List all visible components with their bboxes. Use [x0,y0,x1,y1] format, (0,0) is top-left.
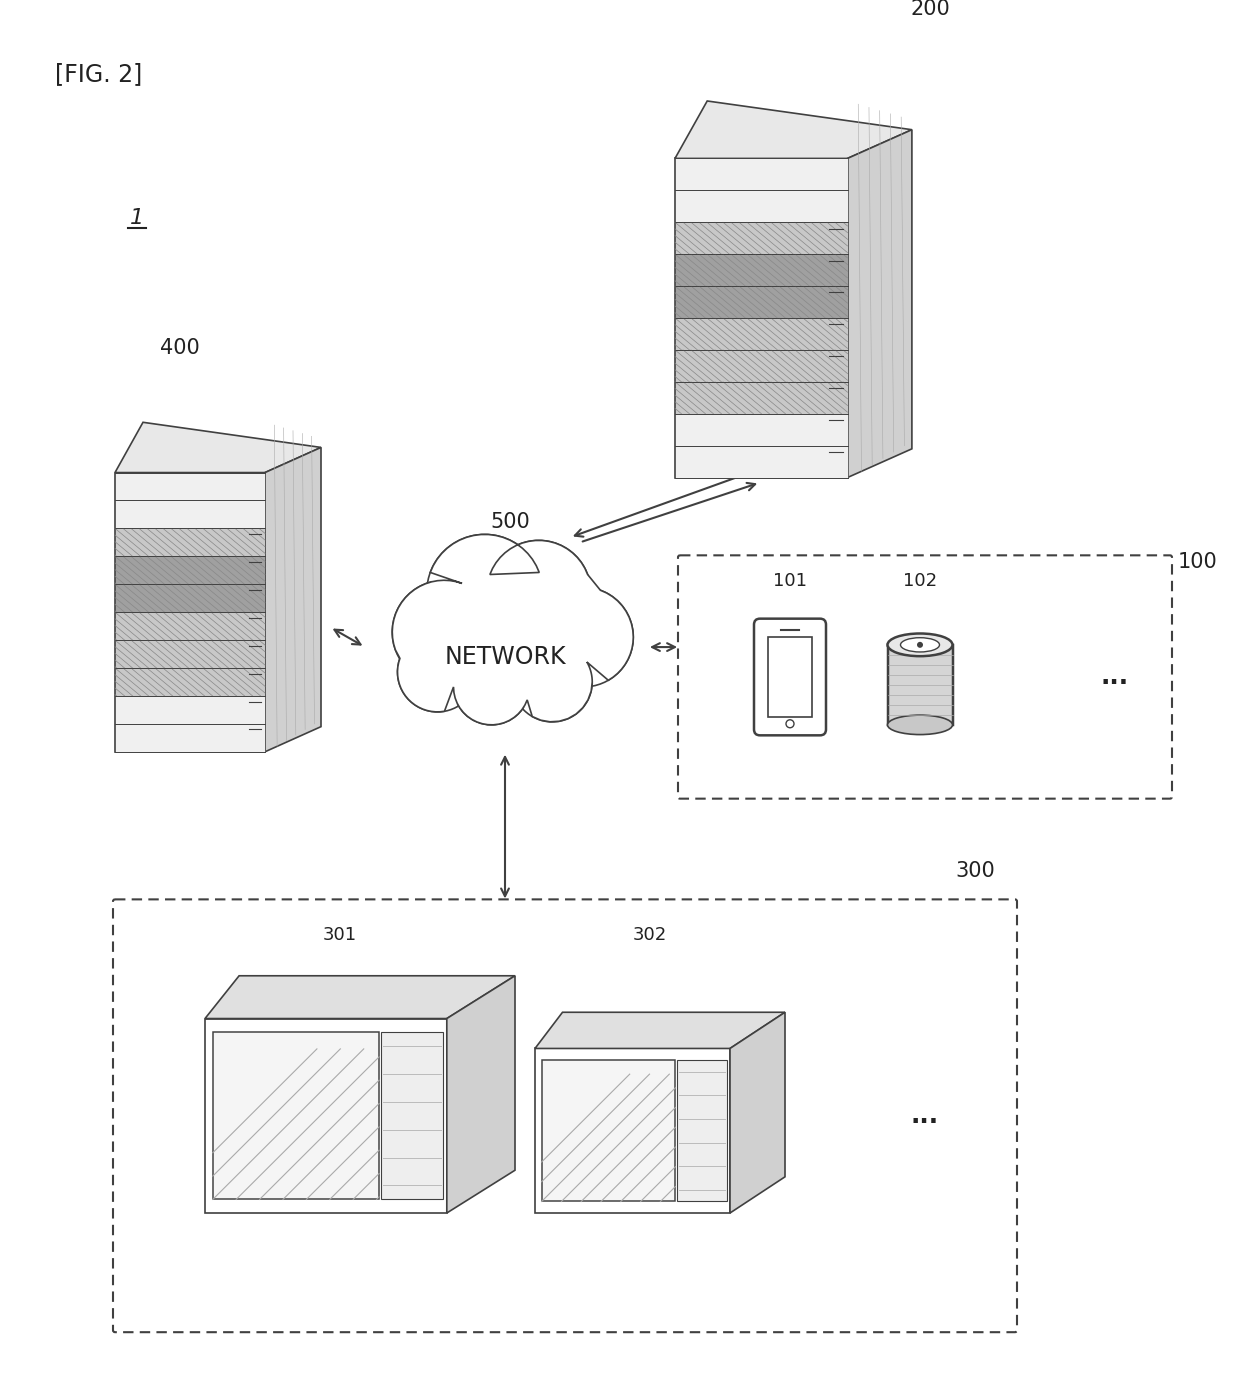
Circle shape [427,535,543,650]
Ellipse shape [900,638,940,652]
Text: 300: 300 [955,861,994,882]
Circle shape [392,580,496,685]
Circle shape [918,641,923,648]
Text: NETWORK: NETWORK [444,645,565,669]
Text: ...: ... [1101,665,1130,689]
Polygon shape [115,696,265,724]
Polygon shape [381,1032,443,1200]
Polygon shape [675,255,847,286]
Polygon shape [115,423,321,473]
Text: 102: 102 [903,573,937,591]
Polygon shape [675,350,847,382]
Polygon shape [534,1049,730,1212]
Circle shape [516,645,589,718]
Bar [768,637,812,717]
Polygon shape [675,190,847,223]
Text: 500: 500 [490,512,529,532]
Circle shape [397,584,492,680]
Polygon shape [115,724,265,752]
Polygon shape [675,318,847,350]
Ellipse shape [888,715,952,735]
Bar [888,645,952,725]
Text: 101: 101 [773,573,807,591]
Circle shape [491,545,587,640]
Polygon shape [392,535,634,725]
Circle shape [512,643,593,722]
Polygon shape [534,1012,785,1049]
Polygon shape [675,445,847,477]
Circle shape [786,720,794,728]
Circle shape [454,650,529,725]
Polygon shape [213,1032,379,1200]
Circle shape [401,636,474,708]
Polygon shape [730,1012,785,1212]
Polygon shape [542,1060,676,1201]
Polygon shape [115,500,265,528]
Polygon shape [677,1060,727,1201]
Circle shape [456,652,527,722]
Polygon shape [115,640,265,668]
Polygon shape [265,448,321,752]
Polygon shape [205,976,515,1019]
Polygon shape [675,382,847,414]
Polygon shape [847,130,911,477]
Text: ...: ... [911,1103,939,1128]
Polygon shape [675,158,847,190]
Circle shape [533,587,634,687]
Polygon shape [205,1019,446,1212]
Text: 301: 301 [322,927,357,945]
Polygon shape [115,556,265,584]
Text: 100: 100 [1178,553,1218,573]
Polygon shape [115,473,265,752]
Polygon shape [675,414,847,445]
Text: 200: 200 [910,0,950,18]
FancyBboxPatch shape [754,619,826,735]
Polygon shape [675,223,847,255]
Circle shape [398,633,477,711]
Polygon shape [115,612,265,640]
Circle shape [537,591,629,683]
Text: [FIG. 2]: [FIG. 2] [55,62,143,85]
Polygon shape [675,286,847,318]
Polygon shape [115,584,265,612]
Polygon shape [115,668,265,696]
Text: 1: 1 [130,209,144,228]
Polygon shape [115,473,265,500]
Polygon shape [446,976,515,1212]
Text: 302: 302 [632,927,667,945]
Circle shape [432,539,538,645]
Polygon shape [115,528,265,556]
Polygon shape [675,158,847,477]
Ellipse shape [888,633,952,657]
Polygon shape [675,101,911,158]
Circle shape [487,540,590,644]
Text: 400: 400 [160,337,200,358]
